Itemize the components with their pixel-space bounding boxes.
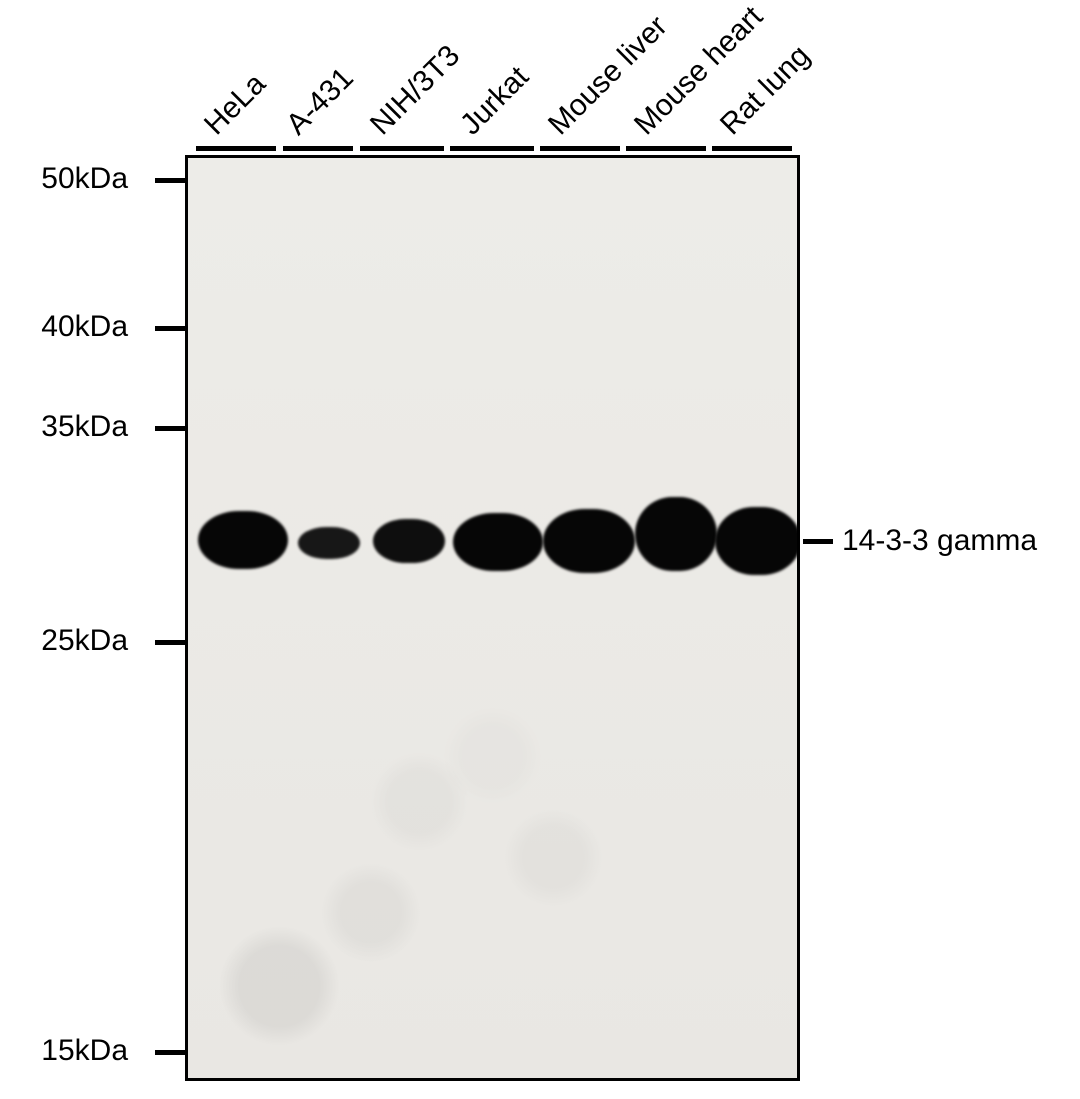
lane-label: Jurkat xyxy=(454,60,536,142)
gel-membrane xyxy=(185,155,800,1081)
mw-marker-tick xyxy=(155,178,185,183)
gel-background-noise xyxy=(188,158,797,1078)
mw-marker-tick xyxy=(155,326,185,331)
blot-band xyxy=(635,497,717,571)
mw-marker-tick xyxy=(155,640,185,645)
lane-bar xyxy=(196,146,276,151)
mw-marker-label: 25kDa xyxy=(18,624,128,658)
blot-band xyxy=(453,513,543,571)
figure-container: HeLaA-431NIH/3T3JurkatMouse liverMouse h… xyxy=(0,0,1080,1099)
mw-marker-tick xyxy=(155,426,185,431)
blot-band xyxy=(543,509,635,573)
lane-bar xyxy=(450,146,534,151)
mw-marker-label: 35kDa xyxy=(18,410,128,444)
blot-band xyxy=(198,511,288,569)
lane-bar xyxy=(712,146,792,151)
lane-label: A-431 xyxy=(280,61,361,142)
blot-band xyxy=(373,519,445,563)
mw-marker-label: 15kDa xyxy=(18,1034,128,1068)
mw-marker-tick xyxy=(155,1050,185,1055)
blot-band xyxy=(298,527,360,559)
mw-marker-label: 50kDa xyxy=(18,162,128,196)
mw-marker-label: 40kDa xyxy=(18,310,128,344)
lane-bar xyxy=(283,146,353,151)
lane-bar xyxy=(540,146,620,151)
band-label-tick xyxy=(803,539,833,544)
lane-label: HeLa xyxy=(198,67,273,142)
band-label: 14-3-3 gamma xyxy=(842,524,1037,558)
lane-label: NIH/3T3 xyxy=(364,39,467,142)
lane-bar xyxy=(626,146,706,151)
blot-band xyxy=(715,507,800,575)
lane-bar xyxy=(360,146,444,151)
